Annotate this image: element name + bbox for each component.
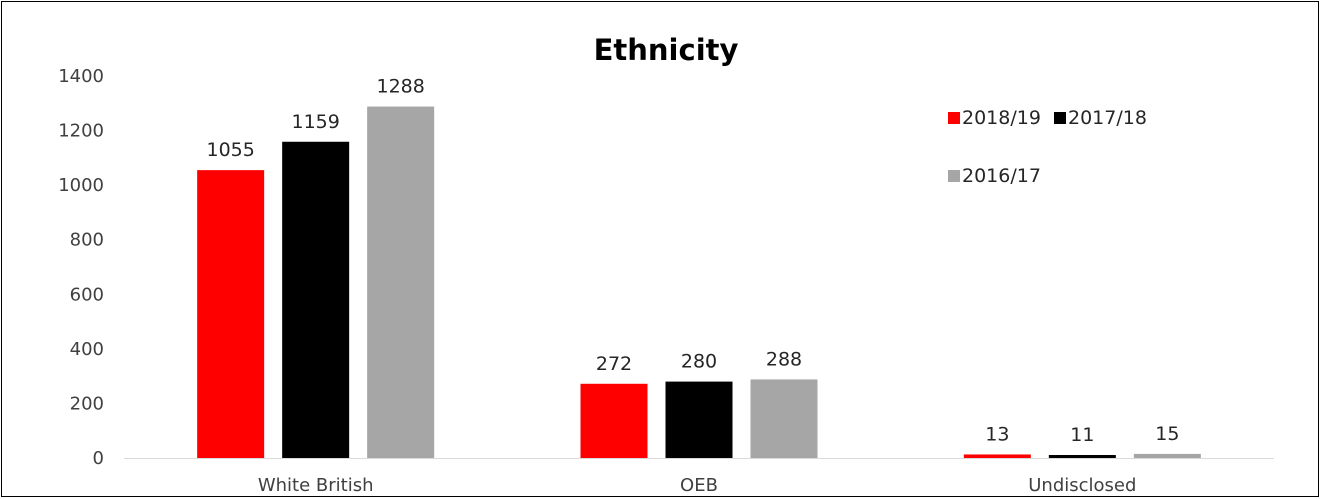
data-label-white-british-2017-18: 1159 [291, 111, 339, 133]
legend-swatch-2018-19 [948, 112, 960, 124]
bar-undisclosed-2017-18 [1048, 454, 1116, 458]
legend-swatch-2016-17 [948, 170, 960, 182]
data-label-oeb-2018-19: 272 [596, 353, 632, 375]
x-tick-label-oeb: OEB [680, 475, 718, 496]
bar-white-british-2016-17 [367, 106, 435, 458]
legend-label-2016-17: 2016/17 [962, 165, 1041, 187]
y-axis: 0 200 400 600 800 1000 1200 1400 [58, 66, 104, 469]
bar-undisclosed-2018-19 [963, 454, 1031, 458]
data-label-oeb-2017-18: 280 [681, 351, 717, 373]
bar-undisclosed-2016-17 [1133, 453, 1201, 458]
data-label-undisclosed-2018-19: 13 [985, 423, 1009, 445]
y-tick-label-1400: 1400 [58, 66, 104, 87]
bar-oeb-2018-19 [580, 383, 648, 458]
y-tick-label-600: 600 [70, 284, 104, 305]
legend-swatch-2017-18 [1054, 112, 1066, 124]
y-tick-label-0: 0 [93, 448, 104, 469]
data-label-undisclosed-2017-18: 11 [1070, 424, 1094, 446]
y-tick-label-800: 800 [70, 230, 104, 251]
data-label-white-british-2016-17: 1288 [376, 76, 424, 98]
y-tick-label-400: 400 [70, 339, 104, 360]
legend-label-2017-18: 2017/18 [1068, 107, 1147, 129]
bar-oeb-2017-18 [665, 381, 733, 458]
bar-white-british-2018-19 [197, 170, 265, 458]
data-label-undisclosed-2016-17: 15 [1155, 423, 1179, 445]
data-label-oeb-2016-17: 288 [766, 348, 802, 370]
legend: 2018/19 2017/18 2016/17 [948, 107, 1147, 187]
bar-oeb-2016-17 [750, 379, 818, 458]
x-axis: White British OEB Undisclosed [124, 458, 1274, 496]
y-tick-label-200: 200 [70, 393, 104, 414]
bar-white-british-2017-18 [282, 141, 350, 458]
x-tick-label-white-british: White British [258, 475, 374, 496]
plot-area: 1055 1159 1288 272 280 288 13 11 15 [197, 76, 1201, 458]
y-tick-label-1200: 1200 [58, 121, 104, 142]
x-tick-label-undisclosed: Undisclosed [1028, 475, 1136, 496]
legend-label-2018-19: 2018/19 [962, 107, 1041, 129]
chart-title: Ethnicity [594, 33, 739, 67]
y-tick-label-1000: 1000 [58, 175, 104, 196]
data-label-white-british-2018-19: 1055 [206, 139, 254, 161]
